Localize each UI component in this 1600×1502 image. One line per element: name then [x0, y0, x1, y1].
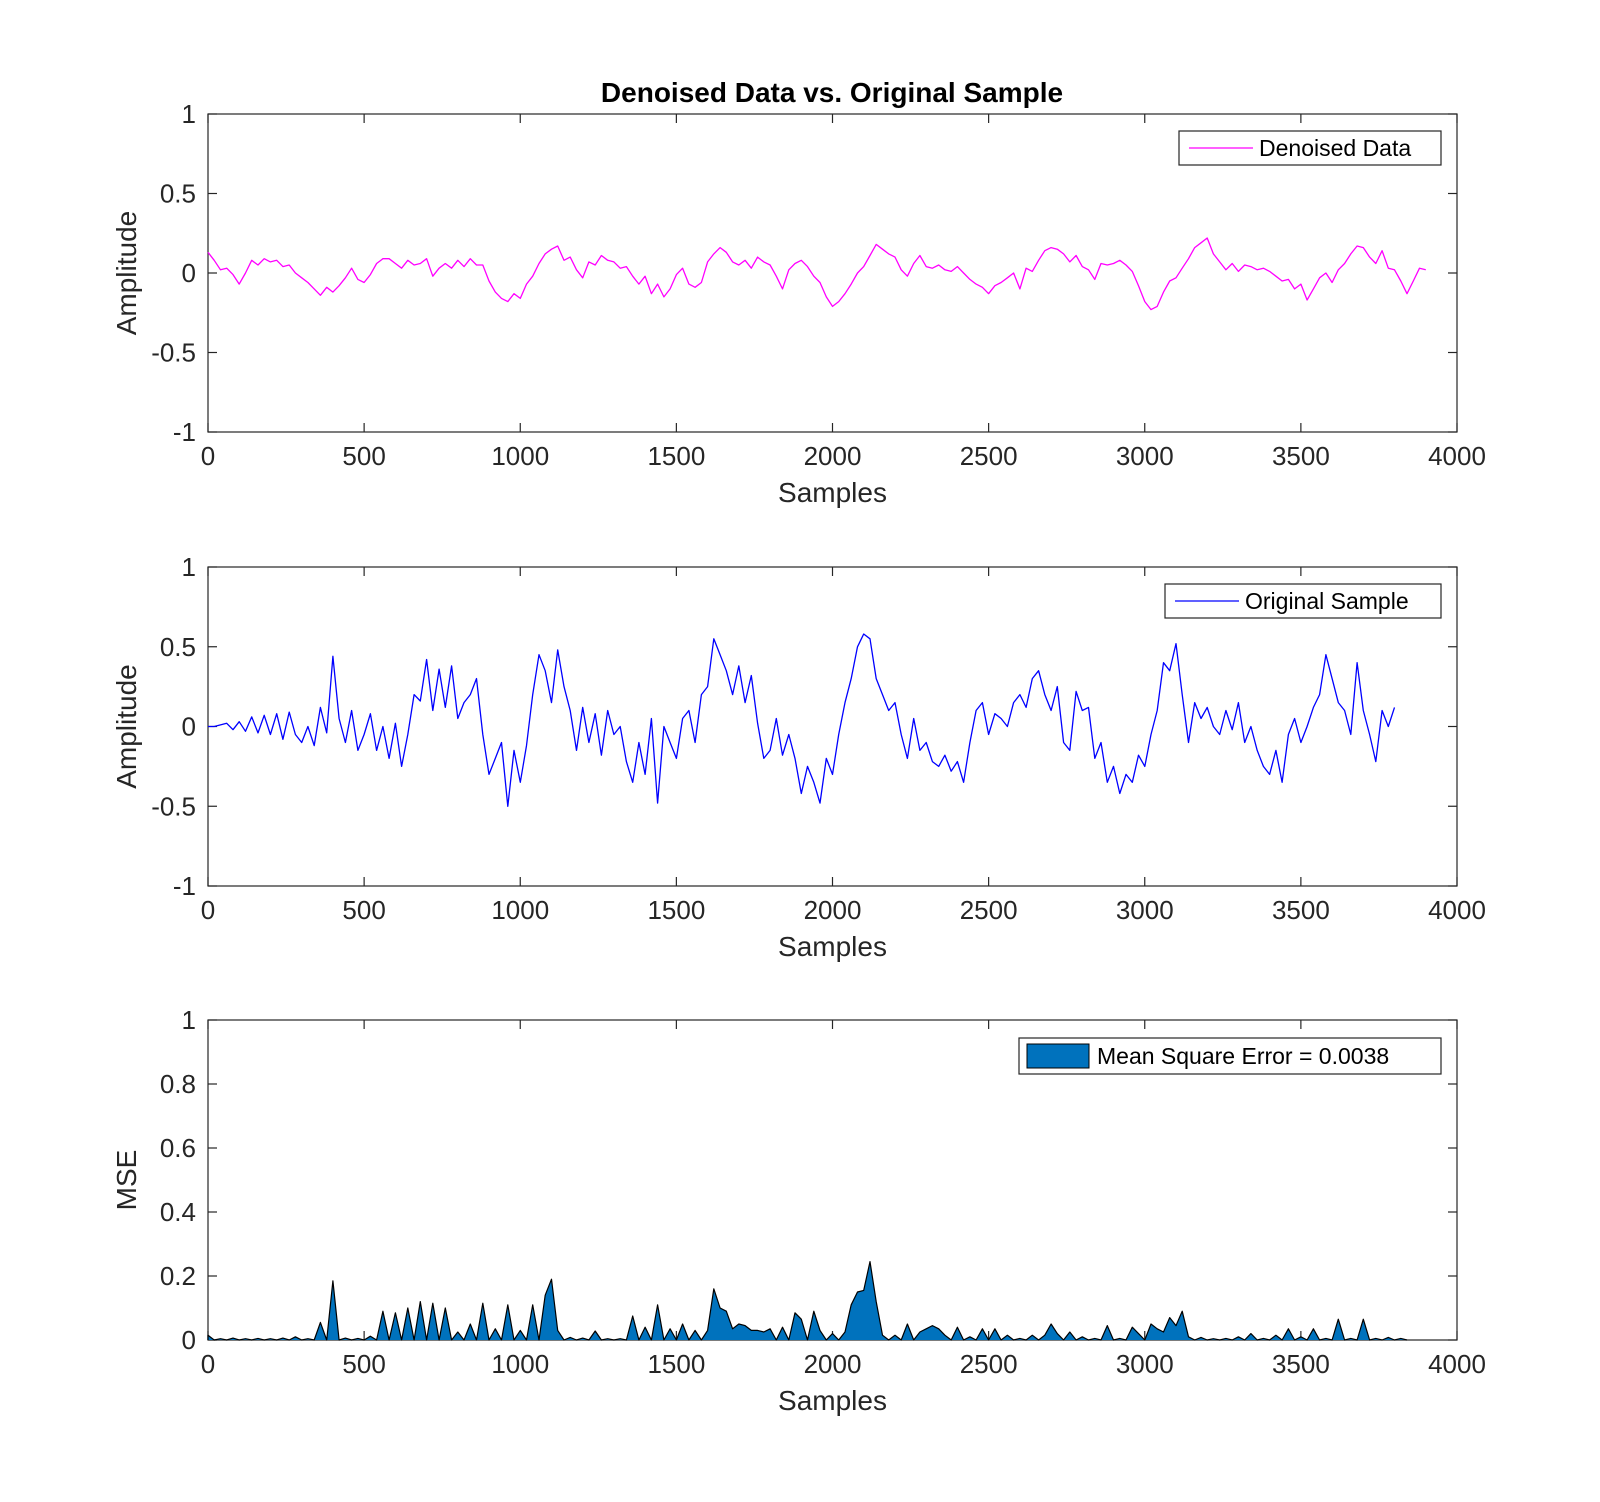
- x-tick-label: 1500: [647, 441, 705, 471]
- x-tick-label: 500: [342, 1349, 385, 1379]
- plot-area: [207, 566, 1458, 887]
- subplot-mean-square-error: 0 500 1000 1500 2000 2500 3000 3500 4000 0 0.2 0.4 0…: [111, 1005, 1486, 1416]
- y-tick-label: 1: [182, 1005, 196, 1035]
- x-tick-label: 1500: [647, 895, 705, 925]
- x-tick-label: 500: [342, 441, 385, 471]
- x-tick-label: 4000: [1428, 1349, 1486, 1379]
- legend-label: Mean Square Error = 0.0038: [1097, 1043, 1389, 1069]
- legend-label: Denoised Data: [1259, 135, 1411, 161]
- series-line: [208, 633, 1396, 807]
- x-tick-label: 2000: [804, 895, 862, 925]
- y-tick-label: -1: [173, 871, 196, 901]
- y-tick-label: -1: [173, 417, 196, 447]
- y-tick-label: -0.5: [151, 791, 196, 821]
- y-tick-label: 0: [182, 258, 196, 288]
- y-tick-label: 0.5: [160, 632, 196, 662]
- x-tick-label: 4000: [1428, 441, 1486, 471]
- x-axis-label: Samples: [778, 477, 887, 508]
- legend: Original Sample: [1164, 583, 1442, 619]
- x-tick-label: 3000: [1116, 441, 1174, 471]
- x-tick-label: 1000: [491, 441, 549, 471]
- x-axis-label: Samples: [778, 1385, 887, 1416]
- figure-title: Denoised Data vs. Original Sample: [601, 77, 1063, 108]
- x-tick-label: 3500: [1272, 441, 1330, 471]
- legend-label: Original Sample: [1245, 588, 1409, 614]
- x-tick-label: 500: [342, 895, 385, 925]
- y-tick-label: 0.8: [160, 1069, 196, 1099]
- subplot-original-sample: 0 500 1000 1500 2000 2500 3000 3500 4000 -1 -0.5 0 0…: [111, 552, 1486, 962]
- x-tick-label: 1000: [491, 895, 549, 925]
- x-tick-label: 4000: [1428, 895, 1486, 925]
- x-axis-label: Samples: [778, 931, 887, 962]
- y-tick-label: 1: [182, 552, 196, 582]
- x-tick-label: 2500: [960, 441, 1018, 471]
- x-tick-label: 3500: [1272, 1349, 1330, 1379]
- x-tick-label: 3000: [1116, 895, 1174, 925]
- y-tick-label: 0: [182, 712, 196, 742]
- y-axis-label: Amplitude: [111, 211, 142, 336]
- subplot-denoised-data: 0 500 1000 1500 2000 2500 3000 3500 4000 -1 -0.5 0 0…: [111, 99, 1486, 508]
- x-tick-label: 0: [201, 895, 215, 925]
- x-tick-label: 0: [201, 441, 215, 471]
- x-tick-label: 1500: [647, 1349, 705, 1379]
- y-tick-label: -0.5: [151, 338, 196, 368]
- x-tick-label: 2000: [804, 1349, 862, 1379]
- y-tick-label: 0.6: [160, 1133, 196, 1163]
- y-axis-label: MSE: [111, 1150, 142, 1211]
- x-tick-label: 3500: [1272, 895, 1330, 925]
- x-tick-label: 2500: [960, 895, 1018, 925]
- plot-area: [207, 113, 1458, 433]
- series-line: [207, 237, 1426, 311]
- legend-swatch: [1026, 1043, 1090, 1069]
- legend: Mean Square Error = 0.0038: [1018, 1037, 1442, 1075]
- y-axis-label: Amplitude: [111, 664, 142, 789]
- y-tick-label: 0.4: [160, 1197, 196, 1227]
- x-tick-label: 0: [201, 1349, 215, 1379]
- x-tick-label: 2000: [804, 441, 862, 471]
- x-tick-label: 3000: [1116, 1349, 1174, 1379]
- y-tick-label: 0.2: [160, 1261, 196, 1291]
- x-tick-label: 2500: [960, 1349, 1018, 1379]
- y-tick-label: 0: [182, 1325, 196, 1355]
- y-tick-label: 1: [182, 99, 196, 129]
- y-tick-label: 0.5: [160, 179, 196, 209]
- legend: Denoised Data: [1178, 130, 1442, 166]
- x-tick-label: 1000: [491, 1349, 549, 1379]
- series-area: [207, 1261, 1408, 1341]
